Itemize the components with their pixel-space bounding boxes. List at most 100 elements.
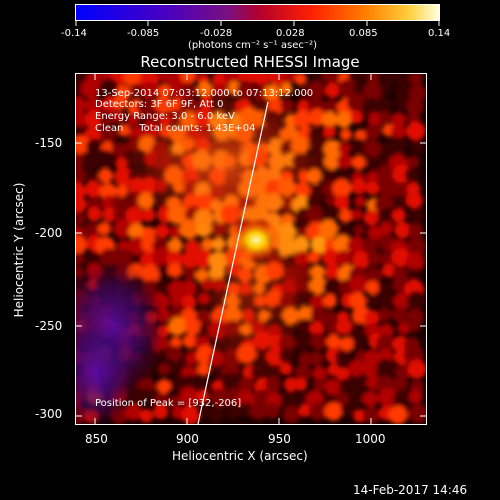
image-texture-blob bbox=[157, 83, 172, 98]
image-texture-blob bbox=[347, 359, 365, 377]
image-texture-blob bbox=[253, 74, 270, 86]
image-texture-blob bbox=[362, 390, 379, 407]
image-texture-blob bbox=[407, 111, 421, 125]
image-texture-blob bbox=[336, 318, 353, 335]
image-texture-blob bbox=[156, 378, 172, 395]
image-texture-blob bbox=[337, 141, 351, 155]
image-texture-blob bbox=[364, 123, 381, 140]
image-texture-blob bbox=[312, 366, 328, 382]
image-texture-blob bbox=[86, 138, 103, 155]
image-texture-blob bbox=[85, 169, 98, 182]
colorbar bbox=[75, 4, 440, 21]
info-line: Detectors: 3F 6F 9F, Att 0 bbox=[95, 99, 224, 110]
image-texture-blob bbox=[377, 307, 392, 322]
image-texture-blob bbox=[390, 112, 407, 128]
image-texture-blob bbox=[76, 109, 89, 130]
image-texture-blob bbox=[341, 403, 354, 417]
image-texture-blob bbox=[406, 236, 426, 257]
info-line: Clean Total counts: 1.43E+04 bbox=[95, 123, 256, 134]
image-texture-blob bbox=[350, 208, 363, 221]
image-texture-blob bbox=[367, 157, 381, 171]
image-texture-blob bbox=[180, 74, 197, 84]
image-texture-blob bbox=[97, 221, 111, 236]
image-texture-blob bbox=[113, 219, 133, 239]
image-texture-blob bbox=[168, 316, 187, 336]
image-texture-blob bbox=[335, 392, 350, 407]
image-texture-blob bbox=[393, 292, 411, 311]
image-texture-blob bbox=[140, 81, 158, 99]
image-texture-blob bbox=[181, 405, 201, 424]
image-texture-blob bbox=[298, 404, 312, 418]
image-texture-blob bbox=[169, 336, 182, 349]
image-texture-blob bbox=[394, 83, 413, 102]
image-texture-blob bbox=[208, 406, 225, 423]
x-tick-label: 950 bbox=[268, 432, 291, 446]
image-texture-blob bbox=[326, 334, 342, 350]
image-texture-blob bbox=[76, 97, 87, 113]
image-title: Reconstructed RHESSI Image bbox=[140, 53, 360, 71]
image-texture-blob bbox=[324, 194, 338, 207]
image-texture-blob bbox=[323, 378, 342, 396]
image-texture-blob bbox=[379, 82, 392, 95]
image-texture-blob bbox=[353, 82, 366, 96]
image-texture-blob bbox=[178, 386, 199, 407]
image-texture-blob bbox=[391, 277, 408, 294]
image-texture-blob bbox=[332, 235, 353, 255]
image-texture-blob bbox=[338, 208, 353, 223]
solar-limb-line bbox=[197, 101, 269, 424]
image-texture-blob bbox=[350, 322, 369, 341]
image-texture-blob bbox=[376, 334, 396, 353]
image-texture-blob bbox=[348, 292, 367, 310]
image-texture-blob bbox=[309, 401, 328, 421]
image-texture-blob bbox=[353, 409, 367, 423]
image-texture-blob bbox=[84, 180, 103, 198]
image-texture-blob bbox=[391, 306, 408, 323]
image-texture-blob bbox=[264, 403, 280, 419]
image-texture-blob bbox=[347, 389, 365, 407]
image-texture-blob bbox=[294, 364, 312, 382]
image-texture-blob bbox=[409, 84, 426, 102]
image-texture-blob bbox=[376, 290, 395, 308]
image-texture-blob bbox=[294, 378, 308, 391]
image-texture-blob bbox=[323, 99, 339, 115]
image-texture-blob bbox=[407, 223, 424, 239]
image-texture-blob bbox=[308, 351, 324, 367]
image-texture-blob bbox=[99, 110, 117, 127]
info-line: Energy Range: 3.0 - 6.0 keV bbox=[95, 111, 235, 122]
image-texture-blob bbox=[354, 195, 367, 208]
image-texture-blob bbox=[318, 219, 339, 240]
image-texture-blob bbox=[350, 138, 366, 154]
x-tick-label: 900 bbox=[176, 432, 199, 446]
image-texture-blob bbox=[336, 153, 353, 170]
image-texture-blob bbox=[168, 395, 181, 408]
image-texture-blob bbox=[95, 149, 114, 168]
image-texture-blob bbox=[166, 250, 184, 268]
image-texture-blob bbox=[76, 235, 87, 255]
image-texture-blob bbox=[167, 262, 183, 278]
image-texture-blob bbox=[76, 135, 90, 155]
image-texture-blob bbox=[100, 127, 117, 144]
colorbar-unit-label: (photons cm⁻² s⁻¹ asec⁻²) bbox=[188, 40, 318, 51]
image-texture-blob bbox=[184, 350, 200, 366]
image-texture-blob bbox=[406, 291, 426, 310]
footer-date: 14-Feb-2017 14:46 bbox=[353, 483, 468, 497]
image-texture-blob bbox=[282, 405, 301, 424]
image-texture-blob bbox=[361, 360, 379, 378]
image-texture-blob bbox=[130, 83, 145, 98]
image-texture-blob bbox=[363, 210, 379, 226]
image-texture-blob bbox=[338, 79, 358, 99]
y-tick-label: -200 bbox=[35, 226, 63, 240]
colorbar-tick-label: 0.085 bbox=[349, 28, 378, 39]
image-texture-blob bbox=[364, 310, 380, 326]
image-texture-blob bbox=[397, 321, 411, 335]
y-tick-label: -300 bbox=[35, 407, 63, 421]
image-texture-blob bbox=[210, 388, 230, 408]
image-texture-blob bbox=[225, 403, 242, 420]
x-tick-label: 1000 bbox=[355, 432, 386, 446]
image-texture-blob bbox=[393, 389, 413, 409]
image-texture-blob bbox=[335, 250, 352, 266]
colorbar-tick-label: -0.028 bbox=[200, 28, 233, 39]
y-tick-label: -250 bbox=[35, 319, 63, 333]
image-texture-blob bbox=[351, 178, 367, 195]
